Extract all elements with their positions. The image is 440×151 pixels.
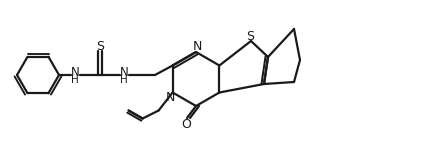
Text: S: S — [96, 40, 104, 53]
Text: H: H — [71, 75, 79, 85]
Text: S: S — [246, 29, 254, 42]
Text: N: N — [71, 66, 79, 79]
Text: N: N — [192, 40, 202, 53]
Text: O: O — [181, 117, 191, 130]
Text: N: N — [120, 66, 128, 79]
Text: H: H — [120, 75, 128, 85]
Text: N: N — [166, 91, 175, 104]
